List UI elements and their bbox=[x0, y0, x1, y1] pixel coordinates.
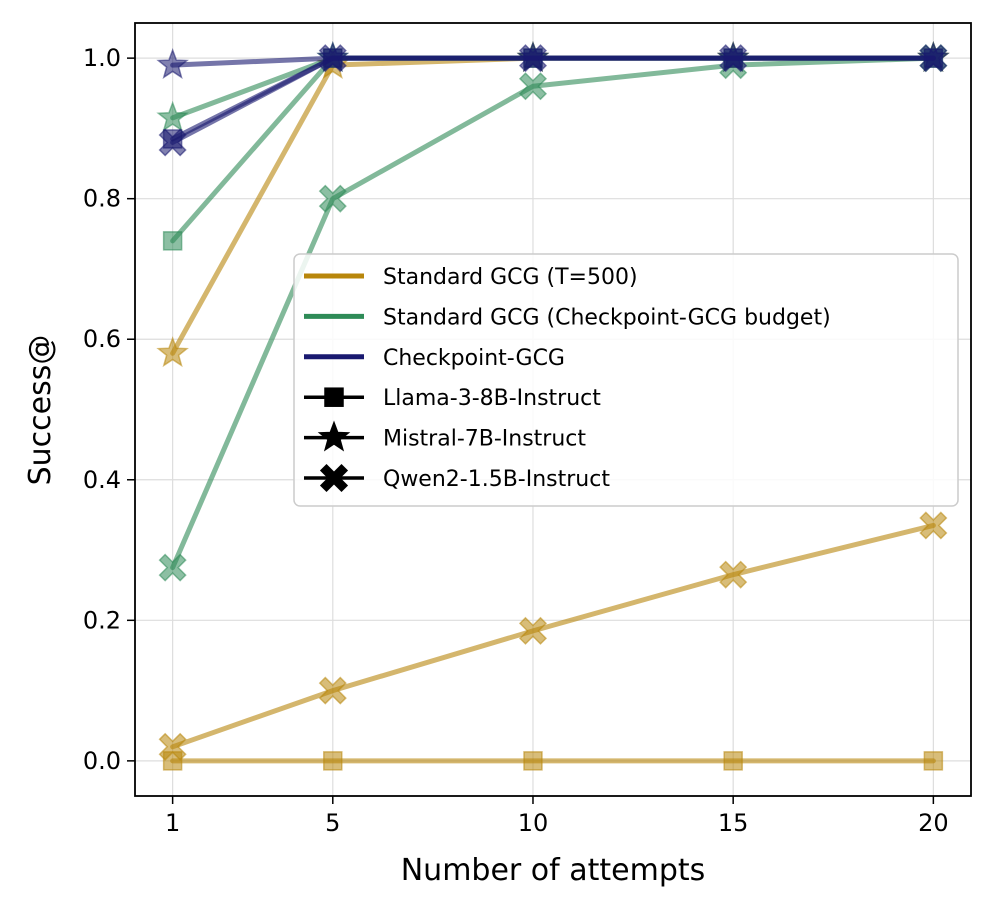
legend-label: Llama-3-8B-Instruct bbox=[383, 386, 601, 411]
legend-item-mistral-7b-instruct: Mistral-7B-Instruct bbox=[304, 420, 586, 452]
data-point-star bbox=[316, 40, 350, 73]
data-point-star bbox=[156, 48, 189, 80]
legend-item-standard-gcg-t-500: Standard GCG (T=500) bbox=[304, 265, 638, 290]
data-point-star bbox=[516, 40, 550, 73]
data-point-star bbox=[156, 336, 189, 368]
data-point-x bbox=[158, 732, 187, 761]
data-point-square bbox=[162, 231, 183, 251]
y-tick-label: 0.6 bbox=[83, 325, 121, 353]
x-tick-label: 20 bbox=[918, 809, 949, 837]
y-tick-label: 0.4 bbox=[83, 466, 121, 494]
data-point-x bbox=[318, 676, 347, 705]
series-checkpoint-gcg-mistral-7b-instruct bbox=[156, 40, 950, 80]
legend: Standard GCG (T=500) Standard GCG (Checkp… bbox=[293, 253, 959, 507]
legend-item-standard-gcg-checkpoint-gcg-budget: Standard GCG (Checkpoint-GCG budget) bbox=[304, 305, 831, 330]
ticks: 1 5 10 15 200.00.20.40.60.81.0 bbox=[83, 44, 949, 837]
legend-item-qwen2-1-5b-instruct: Qwen2-1.5B-Instruct bbox=[304, 463, 610, 493]
data-point-x bbox=[719, 560, 748, 589]
data-point-x bbox=[919, 511, 948, 540]
legend-item-checkpoint-gcg: Checkpoint-GCG bbox=[304, 346, 565, 371]
data-point-star bbox=[156, 100, 189, 132]
data-point-square bbox=[523, 751, 543, 771]
legend-marker-star bbox=[317, 420, 351, 452]
legend-marker-square bbox=[324, 387, 344, 407]
plot-frame bbox=[134, 22, 972, 797]
data-point-x bbox=[318, 184, 347, 213]
x-tick-label: 10 bbox=[518, 809, 549, 837]
y-tick-label: 0.0 bbox=[83, 747, 121, 775]
series-standard-gcg-t-500-qwen2-1-5b-instruct bbox=[158, 511, 948, 761]
x-tick-label: 5 bbox=[325, 809, 340, 837]
y-axis-label: Success@ bbox=[23, 335, 58, 486]
data-point-star bbox=[716, 41, 750, 73]
y-tick-label: 0.8 bbox=[83, 185, 121, 213]
data-point-square bbox=[323, 751, 343, 771]
legend-label: Qwen2-1.5B-Instruct bbox=[383, 467, 610, 492]
legend-box bbox=[293, 253, 959, 507]
y-tick-label: 0.2 bbox=[83, 606, 121, 634]
legend-marker-x bbox=[319, 463, 349, 493]
data-point-x bbox=[518, 72, 548, 101]
data-point-x bbox=[518, 616, 548, 645]
x-axis-label: Number of attempts bbox=[401, 853, 706, 888]
x-tick-label: 1 bbox=[165, 809, 180, 837]
legend-item-llama-3-8b-instruct: Llama-3-8B-Instruct bbox=[304, 386, 601, 411]
legend-label: Checkpoint-GCG bbox=[383, 346, 565, 371]
legend-label: Standard GCG (Checkpoint-GCG budget) bbox=[383, 305, 831, 330]
data-point-star bbox=[917, 41, 950, 73]
data-point-square bbox=[723, 751, 743, 771]
data-point-square bbox=[923, 751, 944, 771]
series-layer bbox=[156, 40, 950, 771]
y-tick-label: 1.0 bbox=[83, 44, 121, 72]
data-point-x bbox=[158, 128, 187, 157]
legend-label: Standard GCG (T=500) bbox=[383, 265, 638, 290]
legend-label: Mistral-7B-Instruct bbox=[383, 427, 586, 452]
data-point-x bbox=[158, 553, 187, 582]
x-tick-label: 15 bbox=[718, 809, 749, 837]
